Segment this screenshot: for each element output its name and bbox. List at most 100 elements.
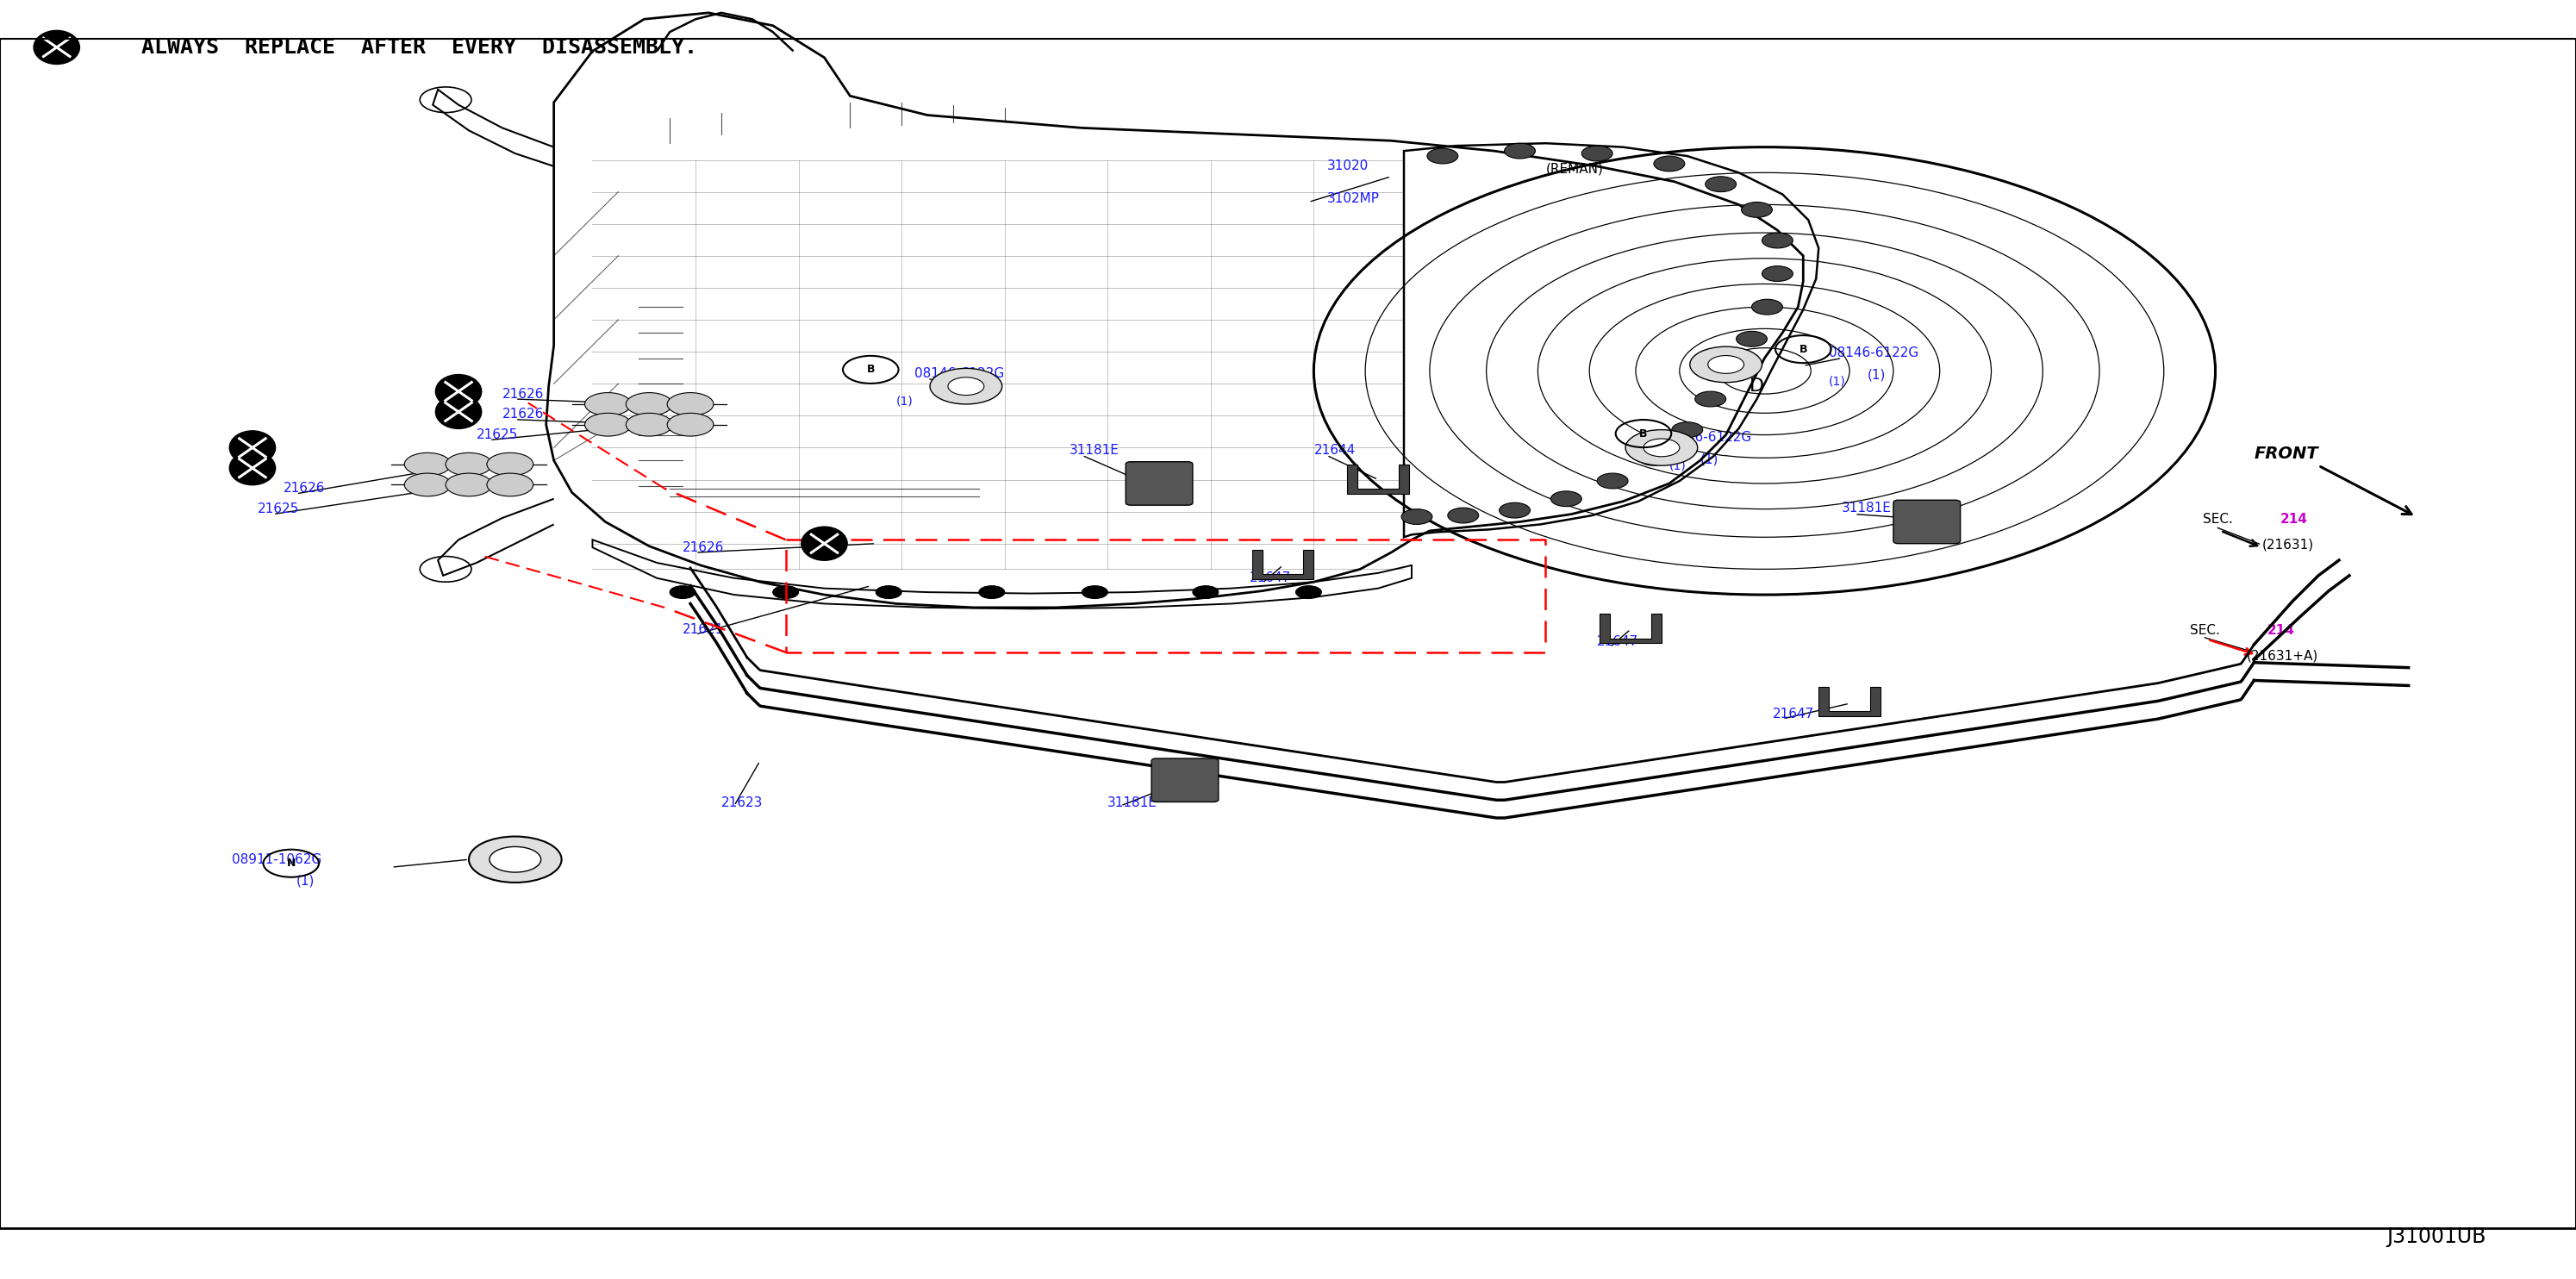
Text: 08146-6122G: 08146-6122G [914, 367, 1005, 380]
Circle shape [670, 586, 696, 599]
Polygon shape [1600, 614, 1662, 643]
Circle shape [948, 377, 984, 395]
Circle shape [487, 473, 533, 496]
Text: 21626: 21626 [283, 482, 325, 495]
Text: ALWAYS  REPLACE  AFTER  EVERY  DISASSEMBLY.: ALWAYS REPLACE AFTER EVERY DISASSEMBLY. [142, 37, 698, 58]
Circle shape [930, 368, 1002, 404]
Circle shape [876, 586, 902, 599]
Text: N: N [286, 858, 296, 868]
Circle shape [1762, 266, 1793, 281]
Circle shape [1597, 473, 1628, 489]
Circle shape [1551, 491, 1582, 506]
Text: 08911-1062G: 08911-1062G [232, 853, 322, 866]
Text: B: B [1798, 344, 1808, 354]
Circle shape [1504, 143, 1535, 159]
FancyBboxPatch shape [1126, 462, 1193, 505]
Circle shape [585, 393, 631, 416]
Text: (1): (1) [896, 395, 914, 408]
Circle shape [1401, 509, 1432, 524]
Circle shape [1716, 361, 1747, 376]
Polygon shape [1252, 550, 1314, 579]
Text: (1): (1) [296, 875, 314, 888]
Circle shape [1752, 299, 1783, 315]
Circle shape [585, 413, 631, 436]
Text: 21623: 21623 [721, 797, 762, 810]
Text: 31181E: 31181E [1108, 797, 1157, 810]
Polygon shape [1347, 464, 1409, 494]
Circle shape [1625, 430, 1698, 466]
Text: 3102MP: 3102MP [1327, 192, 1378, 205]
Circle shape [1708, 356, 1744, 373]
Circle shape [1736, 331, 1767, 347]
Polygon shape [1819, 687, 1880, 716]
Text: 214: 214 [2280, 513, 2308, 526]
Circle shape [469, 836, 562, 883]
Circle shape [404, 473, 451, 496]
Circle shape [1654, 156, 1685, 171]
Text: SEC.: SEC. [2202, 513, 2236, 526]
Circle shape [1499, 503, 1530, 518]
Text: FRONT: FRONT [2254, 446, 2318, 462]
Text: 08146-6122G: 08146-6122G [1662, 431, 1752, 444]
Text: (1): (1) [1868, 368, 1886, 381]
Text: (1): (1) [1829, 375, 1847, 388]
Text: B: B [1638, 428, 1649, 439]
Circle shape [1672, 422, 1703, 437]
Circle shape [626, 413, 672, 436]
Circle shape [1638, 450, 1669, 466]
Text: D: D [1749, 377, 1765, 395]
Ellipse shape [435, 375, 482, 408]
Text: 21647: 21647 [1249, 572, 1291, 585]
Text: 21626: 21626 [502, 408, 544, 421]
FancyBboxPatch shape [1151, 758, 1218, 802]
Text: 21647: 21647 [1597, 636, 1638, 648]
Ellipse shape [801, 527, 848, 560]
Circle shape [773, 586, 799, 599]
Text: J31001UB: J31001UB [2385, 1227, 2486, 1247]
Circle shape [626, 393, 672, 416]
Circle shape [1705, 177, 1736, 192]
Circle shape [446, 473, 492, 496]
Circle shape [446, 453, 492, 476]
Ellipse shape [229, 451, 276, 485]
Circle shape [1695, 391, 1726, 407]
Text: SEC.: SEC. [2190, 624, 2223, 637]
Ellipse shape [435, 395, 482, 428]
Text: 214: 214 [2267, 624, 2295, 637]
Ellipse shape [229, 431, 276, 464]
Circle shape [1448, 508, 1479, 523]
Text: 21626: 21626 [683, 541, 724, 554]
Text: 21621: 21621 [683, 623, 724, 636]
Text: 21625: 21625 [477, 428, 518, 441]
Circle shape [667, 393, 714, 416]
Text: 31020: 31020 [1327, 160, 1368, 173]
Circle shape [404, 453, 451, 476]
Text: B: B [866, 365, 876, 375]
Text: 31181E: 31181E [1069, 444, 1118, 457]
Text: (REMAN): (REMAN) [1546, 162, 1602, 175]
Text: (21631+A): (21631+A) [2246, 650, 2318, 663]
Circle shape [1741, 202, 1772, 217]
Text: 21647: 21647 [1772, 707, 1814, 720]
Circle shape [979, 586, 1005, 599]
Circle shape [487, 453, 533, 476]
Text: (1): (1) [1669, 459, 1687, 472]
Circle shape [1690, 347, 1762, 382]
Circle shape [1582, 146, 1613, 161]
Circle shape [1082, 586, 1108, 599]
Circle shape [667, 413, 714, 436]
Circle shape [1643, 439, 1680, 457]
Text: (21631): (21631) [2262, 538, 2313, 551]
Circle shape [489, 847, 541, 872]
Text: 31181E: 31181E [1842, 501, 1891, 514]
Circle shape [1762, 233, 1793, 248]
Ellipse shape [33, 31, 80, 64]
Text: 08146-6122G: 08146-6122G [1829, 347, 1919, 359]
Text: 21626: 21626 [502, 388, 544, 400]
Text: 21644: 21644 [1314, 444, 1355, 457]
Circle shape [1427, 148, 1458, 164]
Circle shape [1193, 586, 1218, 599]
Text: (1): (1) [1700, 453, 1718, 466]
Text: 21625: 21625 [258, 503, 299, 515]
FancyBboxPatch shape [1893, 500, 1960, 544]
